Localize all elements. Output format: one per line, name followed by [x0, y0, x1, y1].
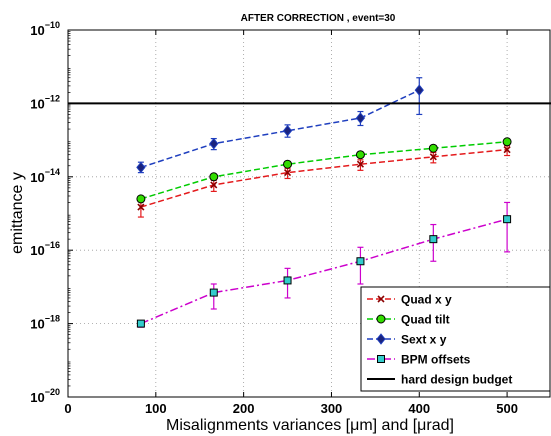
data-point: [210, 173, 218, 181]
data-point: [429, 144, 437, 152]
legend-label: hard design budget: [401, 373, 512, 387]
x-tick-label: 200: [233, 401, 255, 416]
x-tick-label: 300: [321, 401, 343, 416]
x-tick-label: 400: [408, 401, 430, 416]
y-axis-label: emittance y: [9, 172, 26, 254]
data-point: [430, 236, 437, 243]
legend-swatch-marker: [377, 315, 385, 323]
legend-label: Quad tilt: [401, 313, 450, 327]
x-tick-label: 0: [64, 401, 71, 416]
data-point: [357, 258, 364, 265]
data-point: [504, 216, 511, 223]
data-point: [284, 160, 292, 168]
legend-swatch-marker: [378, 356, 385, 363]
legend-label: Quad x y: [401, 293, 452, 307]
data-point: [137, 195, 145, 203]
data-point: [503, 138, 511, 146]
data-point: [356, 151, 364, 159]
data-point: [284, 277, 291, 284]
data-point: [210, 289, 217, 296]
legend-label: BPM offsets: [401, 353, 471, 367]
x-tick-label: 100: [145, 401, 167, 416]
x-tick-label: 500: [496, 401, 518, 416]
legend: Quad x y Quad tilt Sext x y BPM offsets hard…: [361, 287, 550, 391]
legend-label: Sext x y: [401, 333, 447, 347]
x-axis-label: Misalignments variances [μm] and [μrad]: [166, 417, 454, 434]
data-point: [137, 320, 144, 327]
chart-title: AFTER CORRECTION , event=30: [241, 13, 396, 24]
